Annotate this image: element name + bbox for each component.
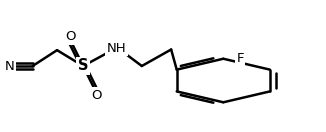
Text: O: O (91, 89, 101, 102)
Text: N: N (5, 60, 15, 72)
Text: S: S (78, 58, 88, 74)
Text: O: O (65, 30, 75, 43)
Text: F: F (236, 52, 244, 65)
Text: NH: NH (107, 42, 126, 55)
